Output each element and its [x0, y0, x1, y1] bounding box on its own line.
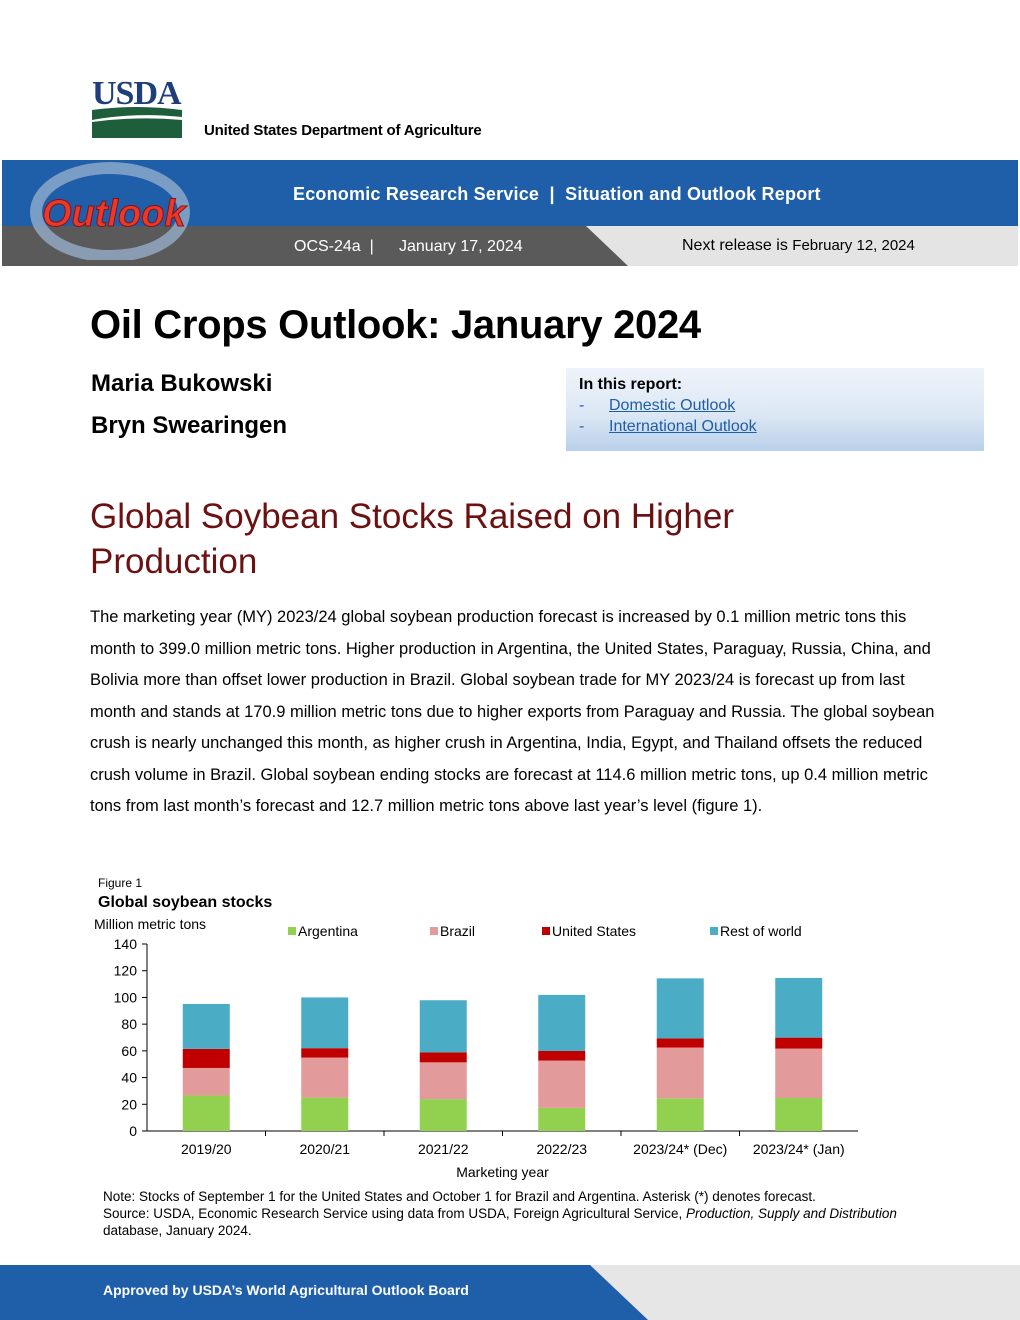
source-italic: Production, Supply and Distribution: [686, 1206, 897, 1221]
toc-box: [566, 368, 984, 451]
bar-segment-brazil: [538, 1060, 586, 1108]
legend-label: Brazil: [440, 923, 475, 939]
x-tick-label: 2019/20: [181, 1141, 232, 1157]
bar-segment-argentina: [182, 1095, 230, 1131]
bar-segment-argentina: [301, 1097, 349, 1131]
bar-segment-united-states: [301, 1048, 349, 1058]
x-tick-label: 2020/21: [299, 1141, 350, 1157]
bar-segment-brazil: [301, 1057, 349, 1098]
bar-segment-rest-of-world: [775, 977, 823, 1038]
source-suffix: database, January 2024.: [103, 1223, 252, 1238]
next-release-date: February 12, 2024: [792, 237, 915, 254]
legend-label: Rest of world: [720, 923, 802, 939]
bar-segment-rest-of-world: [419, 1000, 467, 1053]
bar-segment-brazil: [182, 1067, 230, 1096]
bar-segment-brazil: [656, 1047, 704, 1099]
bar-segment-rest-of-world: [301, 997, 349, 1049]
bar-segment-united-states: [182, 1048, 230, 1068]
legend-swatch: [710, 927, 718, 935]
y-tick-label: 0: [129, 1123, 137, 1139]
toc-title: In this report:: [579, 376, 683, 393]
figure-label: Figure 1: [98, 876, 143, 890]
y-tick-label: 40: [121, 1070, 137, 1086]
bar-segment-united-states: [656, 1038, 704, 1048]
toc-item: -: [579, 418, 584, 436]
bar-segment-brazil: [775, 1048, 823, 1099]
y-tick-label: 120: [114, 963, 138, 979]
x-tick-label: 2023/24* (Jan): [753, 1141, 845, 1157]
figure-note: Note: Stocks of September 1 for the Unit…: [103, 1188, 923, 1239]
bar-segment-argentina: [775, 1098, 823, 1131]
source-prefix: Source: USDA, Economic Research Service …: [103, 1206, 683, 1221]
legend-swatch: [542, 927, 550, 935]
bar-segment-united-states: [419, 1052, 467, 1063]
body-paragraph: The marketing year (MY) 2023/24 global s…: [90, 608, 935, 815]
x-axis-label: Marketing year: [456, 1164, 549, 1180]
footer-blue-band: [0, 1265, 648, 1320]
x-tick-label: 2022/23: [536, 1141, 587, 1157]
report-id: OCS-24a |: [294, 238, 374, 255]
y-tick-label: 80: [121, 1016, 137, 1032]
usda-logo-text: USDA: [92, 76, 182, 112]
bar-segment-rest-of-world: [538, 994, 586, 1051]
y-axis-label: Million metric tons: [94, 916, 206, 932]
bar-segment-argentina: [656, 1098, 704, 1131]
toc-dash: -: [579, 397, 585, 414]
source-line: Source: USDA, Economic Research Service …: [103, 1205, 923, 1239]
note-line: Note: Stocks of September 1 for the Unit…: [103, 1189, 816, 1204]
legend-swatch: [430, 927, 438, 935]
toc-dash: -: [579, 418, 585, 435]
outlook-logo-text: Outlook: [42, 193, 187, 235]
report-date: January 17, 2024: [399, 238, 523, 255]
x-tick-label: 2023/24* (Dec): [633, 1141, 727, 1157]
next-release-label: Next release is: [682, 237, 788, 254]
report-title: Oil Crops Outlook: January 2024: [90, 303, 701, 347]
bar-segment-brazil: [419, 1062, 467, 1100]
chart-title: Global soybean stocks: [98, 894, 273, 911]
y-tick-label: 140: [114, 936, 138, 952]
bar-segment-argentina: [538, 1107, 586, 1131]
author-name: Maria Bukowski: [91, 370, 273, 397]
legend-label: Argentina: [298, 923, 358, 939]
agency-name: United States Department of Agriculture: [204, 122, 482, 139]
bar-segment-argentina: [419, 1099, 467, 1131]
toc-link-international-outlook[interactable]: International Outlook: [609, 418, 757, 435]
y-tick-label: 60: [121, 1043, 137, 1059]
y-tick-label: 100: [114, 989, 138, 1005]
headline: Global Soybean Stocks Raised on Higher P…: [90, 497, 734, 581]
legend-label: United States: [552, 923, 636, 939]
banner-dark-band: [2, 226, 628, 266]
bar-segment-rest-of-world: [656, 978, 704, 1039]
bar-segment-rest-of-world: [182, 1003, 230, 1049]
outlook-logo: Outlook: [30, 162, 190, 260]
usda-logo: USDA: [92, 76, 182, 138]
toc-item: -: [579, 397, 584, 415]
bar-segment-united-states: [775, 1037, 823, 1049]
toc-link-domestic-outlook[interactable]: Domestic Outlook: [609, 397, 736, 414]
x-tick-label: 2021/22: [418, 1141, 469, 1157]
next-release: Next release is February 12, 2024: [682, 237, 915, 255]
legend-swatch: [288, 927, 296, 935]
y-tick-label: 20: [121, 1096, 137, 1112]
author-name: Bryn Swearingen: [91, 412, 288, 439]
ers-line: Economic Research Service | Situation an…: [293, 184, 821, 204]
stacked-bar-chart: Million metric tons 0 20 40 60 80 100 120 140 201…: [94, 916, 858, 1180]
footer-text: Approved by USDA’s World Agricultural Ou…: [103, 1282, 469, 1298]
bar-segment-united-states: [538, 1050, 586, 1061]
